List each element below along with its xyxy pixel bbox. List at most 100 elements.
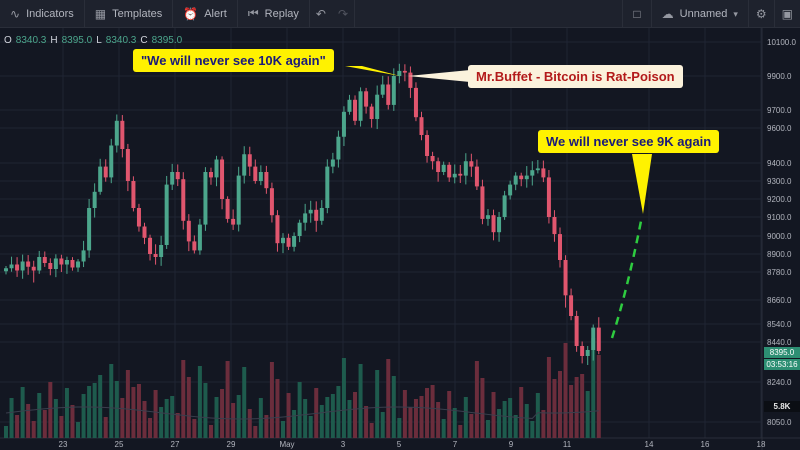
volume-bar (591, 338, 596, 438)
x-tick-label: 14 (645, 440, 654, 449)
volume-bar (275, 379, 280, 438)
snapshot-button[interactable]: ▣ (773, 0, 800, 28)
candle-body (303, 213, 308, 223)
candle-body (281, 237, 285, 244)
open-label: O (4, 35, 12, 46)
volume-bar (485, 420, 490, 438)
redo-button[interactable]: ↷ (332, 0, 356, 28)
volume-bar (53, 399, 58, 438)
replay-button[interactable]: ⏮ Replay (238, 0, 310, 28)
annotation-buffett[interactable]: Mr.Buffet - Bitcoin is Rat-Poison (468, 65, 683, 88)
volume-bar (364, 406, 369, 438)
candle-body (192, 241, 197, 251)
fullscreen-button[interactable]: □ (622, 0, 650, 28)
volume-bar (508, 398, 513, 438)
candle-body (425, 135, 430, 156)
high-label: H (50, 35, 58, 46)
volume-bar (369, 423, 374, 438)
volume-bar (535, 393, 540, 438)
y-tick-label: 8900.0 (767, 250, 792, 259)
candle-body (87, 208, 92, 251)
volume-bar (76, 422, 81, 438)
candle-body (136, 208, 141, 227)
volume-bar (81, 394, 86, 438)
volume-bar (524, 404, 529, 438)
y-tick-label: 9300.0 (767, 177, 792, 186)
volume-bar (197, 366, 202, 438)
candle-body (164, 184, 169, 245)
volume-bar (569, 385, 574, 438)
price-chart[interactable]: 10100.0 9900.0 9700.0 9600.0 9400.0 9300.0 920… (0, 28, 800, 450)
volume-bar (87, 386, 92, 438)
candle-body (353, 99, 358, 121)
annotation-10k[interactable]: "We will never see 10K again" (133, 49, 334, 72)
x-tick-label: 18 (757, 440, 766, 449)
indicators-button[interactable]: ∿ Indicators (0, 0, 85, 28)
y-tick-label: 8240.0 (767, 378, 792, 387)
candle-body (541, 168, 546, 178)
last-price-tag: 8395.0 (764, 347, 800, 358)
candle-body (37, 257, 42, 271)
volume-bar (347, 400, 352, 438)
candle-body (42, 257, 47, 263)
candle-body (236, 175, 241, 225)
candle-body (375, 94, 380, 119)
candle-body (214, 159, 219, 178)
volume-bar (336, 386, 341, 438)
annotation-9k[interactable]: We will never see 9K again (538, 130, 720, 153)
volume-bar (42, 410, 47, 438)
volume-bar (402, 390, 407, 438)
low-label: L (96, 35, 102, 46)
y-tick-label: 9700.0 (767, 106, 792, 115)
candle-body (159, 245, 164, 257)
volume-bar (308, 416, 313, 438)
candle-body (31, 266, 36, 271)
volume-bar (574, 377, 579, 438)
volume-bar (497, 409, 502, 438)
templates-icon: ▦ (94, 6, 107, 21)
volume-bar (292, 410, 297, 438)
volume-bar (552, 379, 557, 438)
templates-button[interactable]: ▦ Templates (85, 0, 174, 28)
camera-icon: ▣ (781, 7, 793, 21)
candle-body (436, 161, 441, 172)
close-label: C (140, 35, 148, 46)
candle-body (469, 161, 474, 167)
candle-body (203, 172, 208, 225)
volume-bar (458, 425, 463, 438)
volume-bar (175, 413, 180, 438)
volume-bar (358, 364, 363, 438)
volume-bar (380, 412, 385, 438)
volume-bar (469, 414, 474, 438)
candle-body (319, 208, 324, 221)
volume-bar (9, 398, 14, 438)
volume-bar (530, 421, 535, 438)
low-value: 8340.3 (105, 35, 137, 46)
candle-body (92, 191, 97, 208)
volume-bar (325, 397, 330, 438)
alert-label: Alert (204, 7, 227, 20)
ohlc-legend: O 8340.3 H 8395.0 L 8340.3 C 8395.0 (4, 35, 182, 46)
candle-body (441, 164, 446, 172)
y-tick-label: 8660.0 (767, 296, 792, 305)
alert-button[interactable]: ⏰ Alert (173, 0, 238, 28)
candle-body (70, 260, 75, 268)
volume-tag: 5.8K (764, 401, 800, 412)
candle-body (519, 175, 524, 180)
candle-body (247, 154, 252, 167)
volume-bar (341, 358, 346, 438)
candle-body (98, 166, 103, 192)
y-tick-label: 9400.0 (767, 159, 792, 168)
candle-body (508, 184, 513, 196)
volume-ma-line (5, 406, 599, 420)
y-tick-label: 8440.0 (767, 338, 792, 347)
settings-button[interactable]: ⚙ (747, 0, 774, 28)
candle-body (397, 70, 402, 76)
volume-bar (153, 390, 158, 438)
undo-button[interactable]: ↶ (310, 0, 332, 28)
y-tick-label: 9600.0 (767, 124, 792, 133)
layout-button[interactable]: ☁ Unnamed ▾ (650, 0, 748, 28)
volume-bar (164, 399, 169, 438)
candle-body (197, 224, 202, 251)
candle-body (175, 172, 180, 180)
